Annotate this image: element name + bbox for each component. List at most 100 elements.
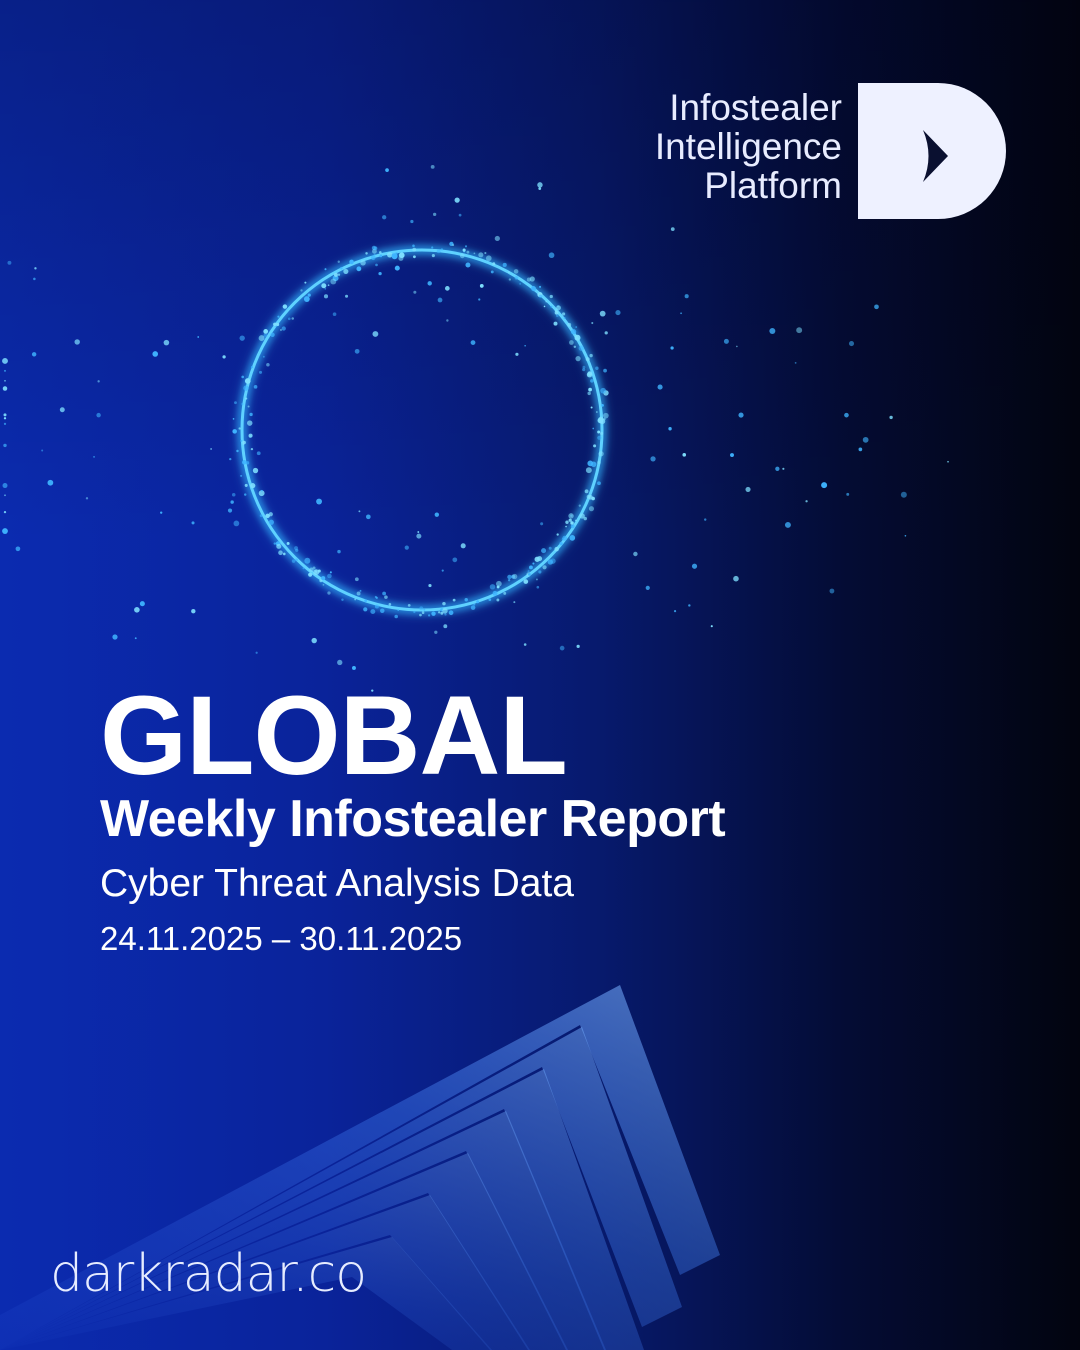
particle — [287, 317, 291, 321]
particle — [844, 412, 849, 418]
particle — [542, 565, 547, 570]
particle — [243, 385, 249, 391]
particle — [96, 412, 101, 418]
particle — [502, 262, 507, 268]
particle — [587, 391, 591, 396]
particle — [2, 528, 8, 534]
particle — [232, 418, 235, 420]
particle — [492, 590, 498, 596]
particle — [341, 598, 344, 602]
particle — [322, 583, 325, 586]
particle — [358, 510, 361, 513]
particle — [366, 514, 371, 520]
particle — [821, 482, 828, 489]
particle — [889, 415, 893, 420]
particle — [584, 489, 589, 494]
particle — [309, 567, 314, 573]
particle — [242, 440, 246, 445]
particle — [858, 447, 863, 452]
particle — [360, 260, 366, 266]
particle — [536, 585, 540, 589]
particle — [382, 215, 387, 220]
particle — [599, 418, 606, 425]
particle — [245, 461, 250, 465]
particle — [385, 168, 389, 172]
particle — [532, 562, 535, 565]
particle — [282, 304, 288, 309]
particle — [434, 630, 438, 634]
particle — [587, 371, 593, 376]
particle — [372, 248, 377, 254]
particle — [3, 443, 7, 448]
particle — [302, 567, 305, 570]
report-subtitle: Weekly Infostealer Report — [100, 790, 726, 848]
particle — [478, 252, 484, 258]
particle — [531, 285, 536, 290]
particle — [152, 351, 159, 357]
particle — [539, 294, 543, 298]
particle — [324, 268, 327, 271]
particle — [250, 447, 254, 451]
particle — [2, 386, 8, 391]
particle — [410, 219, 414, 224]
particle — [507, 579, 511, 582]
particle — [332, 312, 337, 316]
particle — [356, 266, 362, 272]
particle — [197, 336, 200, 338]
particle — [595, 366, 599, 370]
particle — [496, 598, 500, 602]
particle — [598, 451, 604, 457]
particle — [588, 506, 595, 512]
particle — [529, 276, 535, 282]
particle — [321, 283, 327, 289]
particle — [340, 266, 343, 270]
particle — [324, 287, 327, 290]
particle — [553, 321, 558, 326]
particle — [334, 272, 338, 277]
particle — [554, 310, 559, 315]
particle — [508, 278, 512, 281]
particle — [259, 514, 263, 517]
particle — [4, 380, 6, 382]
particle — [846, 492, 850, 496]
particle — [404, 545, 409, 550]
particle — [354, 598, 357, 601]
particle — [249, 412, 253, 417]
particle — [512, 573, 518, 580]
particle — [484, 251, 487, 255]
particle — [240, 439, 243, 442]
particle — [258, 490, 265, 497]
particle — [507, 574, 512, 580]
particle — [291, 559, 296, 563]
website-link[interactable]: darkradar.co — [50, 1244, 367, 1304]
particle — [248, 433, 253, 438]
particle — [391, 253, 398, 260]
particle — [590, 461, 597, 468]
particle — [241, 402, 244, 406]
particle — [550, 305, 553, 308]
particle — [466, 250, 470, 254]
particle — [440, 248, 444, 251]
particle — [554, 546, 559, 552]
particle — [286, 541, 290, 545]
particle — [494, 235, 500, 242]
particle — [710, 625, 713, 628]
particle — [295, 558, 298, 562]
particle — [394, 614, 398, 619]
particle — [329, 571, 332, 574]
particle — [573, 345, 577, 348]
particle — [446, 319, 449, 322]
particle — [375, 263, 378, 267]
particle — [304, 557, 311, 564]
particle — [454, 197, 460, 203]
particle — [443, 624, 448, 629]
particle — [597, 430, 601, 434]
particle — [775, 466, 780, 471]
particle — [431, 254, 435, 258]
chevron-stripe — [0, 1195, 530, 1350]
particle — [97, 380, 100, 383]
particle — [440, 611, 444, 615]
particle — [191, 609, 196, 614]
particle — [3, 417, 7, 420]
